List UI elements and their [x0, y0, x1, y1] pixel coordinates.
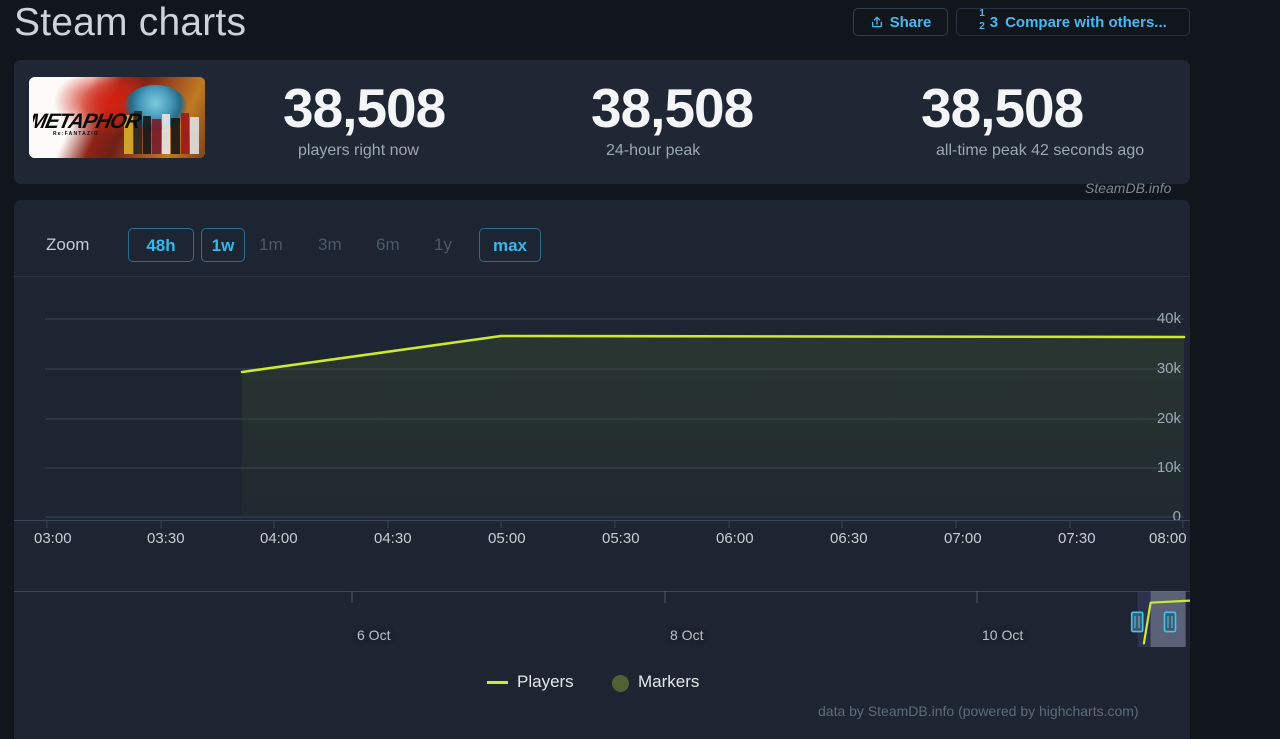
- svg-text:METAPHOR: METAPHOR: [33, 110, 144, 133]
- svg-text:0: 0: [1173, 508, 1181, 520]
- svg-text:20k: 20k: [1157, 410, 1182, 427]
- svg-text:10k: 10k: [1157, 459, 1182, 476]
- svg-text:30k: 30k: [1157, 360, 1182, 377]
- svg-text:40k: 40k: [1157, 310, 1182, 327]
